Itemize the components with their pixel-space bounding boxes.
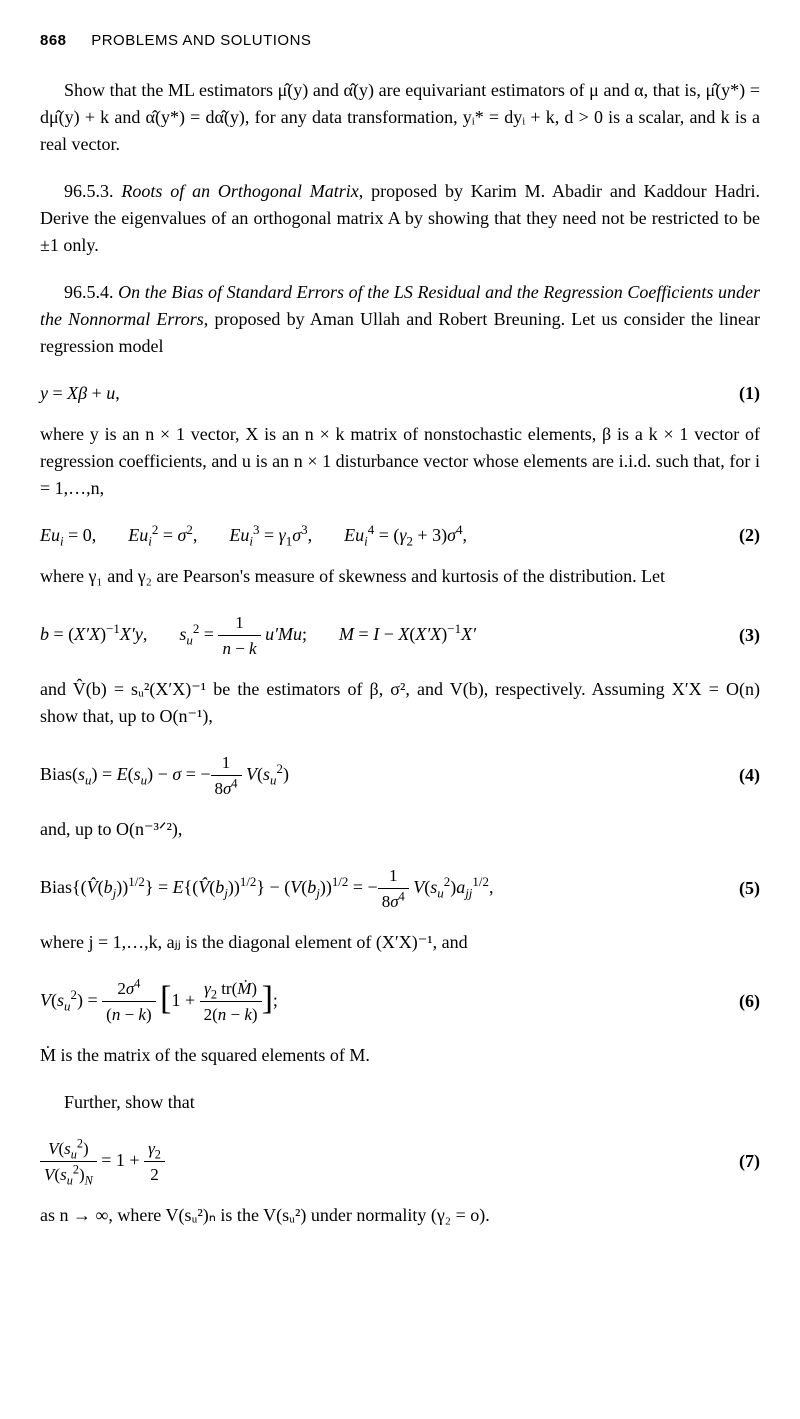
- page-number: 868: [40, 32, 67, 49]
- text-after-eq4: and, up to O(n⁻³ᐟ²),: [40, 816, 760, 843]
- equation-number: (1): [727, 380, 760, 407]
- equation-body: Bias{(V̂(bj))1/2} = E{(V̂(bj))1/2} − (V(…: [40, 863, 727, 915]
- problem-9654: 96.5.4. On the Bias of Standard Errors o…: [40, 279, 760, 360]
- text-after-eq3: and V̂(b) = sᵤ²(X′X)⁻¹ be the estimators…: [40, 676, 760, 730]
- equation-5: Bias{(V̂(bj))1/2} = E{(V̂(bj))1/2} − (V(…: [40, 863, 760, 915]
- equation-body: Bias(su) = E(su) − σ = −18σ4 V(su2): [40, 750, 727, 802]
- intro-paragraph: Show that the ML estimators μ̂(y) and α̂…: [40, 77, 760, 158]
- text-further: Further, show that: [40, 1089, 760, 1116]
- problem-9653: 96.5.3. Roots of an Orthogonal Matrix, p…: [40, 178, 760, 259]
- equation-number: (3): [727, 622, 760, 649]
- problem-title: Roots of an Orthogonal Matrix: [121, 181, 358, 201]
- equation-number: (2): [727, 522, 760, 549]
- equation-number: (4): [727, 762, 760, 789]
- equation-2: Eui = 0,Eui2 = σ2,Eui3 = γ1σ3,Eui4 = (γ2…: [40, 522, 760, 549]
- equation-body: b = (X′X)−1X′y,su2 = 1n − k u′Mu;M = I −…: [40, 610, 727, 662]
- text-after-eq6: Ṁ is the matrix of the squared elements…: [40, 1042, 760, 1069]
- problem-label: 96.5.3.: [64, 181, 114, 201]
- problem-label: 96.5.4.: [64, 282, 114, 302]
- equation-1: y = Xβ + u, (1): [40, 380, 760, 407]
- equation-6: V(su2) = 2σ4(n − k) [1 + γ2 tr(Ṁ)2(n − …: [40, 976, 760, 1028]
- equation-body: V(su2) = 2σ4(n − k) [1 + γ2 tr(Ṁ)2(n − …: [40, 976, 727, 1028]
- text-after-eq5: where j = 1,…,k, aⱼⱼ is the diagonal ele…: [40, 929, 760, 956]
- equation-number: (7): [727, 1148, 760, 1175]
- equation-4: Bias(su) = E(su) − σ = −18σ4 V(su2) (4): [40, 750, 760, 802]
- text-after-eq2: where γ₁ and γ₂ are Pearson's measure of…: [40, 563, 760, 590]
- text-last: as n → ∞, where V(sᵤ²)ₙ is the V(sᵤ²) un…: [40, 1202, 760, 1229]
- equation-number: (5): [727, 875, 760, 902]
- equation-body: V(su2)V(su2)N = 1 + γ22: [40, 1136, 727, 1188]
- page-header: 868 PROBLEMS AND SOLUTIONS: [40, 30, 760, 53]
- equation-3: b = (X′X)−1X′y,su2 = 1n − k u′Mu;M = I −…: [40, 610, 760, 662]
- equation-body: y = Xβ + u,: [40, 380, 727, 407]
- equation-7: V(su2)V(su2)N = 1 + γ22 (7): [40, 1136, 760, 1188]
- running-title: PROBLEMS AND SOLUTIONS: [91, 32, 311, 49]
- text-after-eq1: where y is an n × 1 vector, X is an n × …: [40, 421, 760, 502]
- equation-body: Eui = 0,Eui2 = σ2,Eui3 = γ1σ3,Eui4 = (γ2…: [40, 522, 727, 549]
- equation-number: (6): [727, 988, 760, 1015]
